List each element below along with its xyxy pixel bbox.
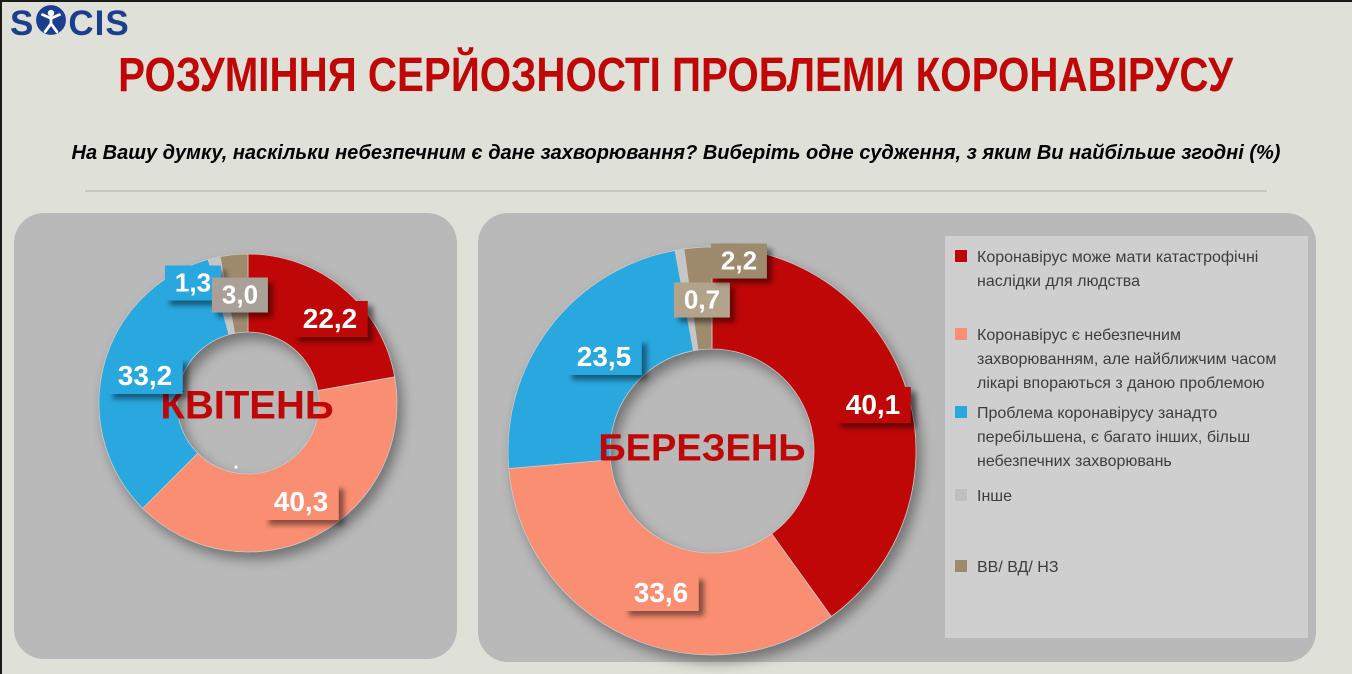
- panel-april: КВІТЕНЬ. 22,2 40,3 33,2 1,3 3,0: [14, 213, 457, 659]
- legend-marker-blue: [955, 406, 967, 418]
- survey-question: На Вашу думку, наскільки небезпечним є д…: [71, 142, 1281, 164]
- legend-label: Коронавірус може мати катастрофічні насл…: [977, 249, 1259, 290]
- screenshot-top-edge: [0, 0, 1352, 2]
- legend-marker-brown: [955, 560, 967, 572]
- legend-label: Інше: [977, 488, 1013, 505]
- stray-dot: .: [233, 452, 239, 473]
- logo-text-cis: CIS: [68, 3, 130, 43]
- socis-logo: S CIS: [10, 4, 130, 43]
- donut-center-month-label: КВІТЕНЬ: [160, 383, 334, 428]
- data-label-40,1: 40,1: [835, 387, 911, 423]
- legend-marker-gray: [955, 489, 967, 501]
- legend-marker-dark-red: [955, 250, 967, 262]
- data-label-0,7: 0,7: [673, 282, 731, 318]
- legend-item-exaggerated: Проблема коронавірусу занадто перебільше…: [955, 402, 1295, 474]
- page-title: РОЗУМІННЯ СЕРЙОЗНОСТІ ПРОБЛЕМИ КОРОНАВІР…: [118, 49, 1234, 102]
- legend-item-other: Інше: [955, 485, 1295, 509]
- data-label-3,0: 3,0: [211, 277, 269, 313]
- legend-item-catastrophic: Коронавірус може мати катастрофічні насл…: [955, 246, 1295, 294]
- legend-label: ВВ/ ВД/ НЗ: [977, 559, 1059, 576]
- legend-label: Проблема коронавірусу занадто перебільше…: [977, 405, 1251, 470]
- panel-march: Коронавірус може мати катастрофічні насл…: [478, 213, 1316, 662]
- donut-center-month-label: БЕРЕЗЕНЬ: [598, 427, 806, 470]
- data-label-22,2: 22,2: [292, 301, 368, 337]
- data-label-1,3: 1,3: [164, 265, 222, 301]
- screenshot-left-edge: [0, 0, 2, 674]
- legend-marker-salmon: [955, 328, 967, 340]
- data-label-40,3: 40,3: [263, 484, 339, 520]
- logo-text-s: S: [10, 3, 35, 43]
- data-label-33,6: 33,6: [623, 575, 699, 611]
- legend-label: Коронавірус є небезпечним захворюванням,…: [977, 327, 1277, 392]
- data-label-23,5: 23,5: [566, 339, 642, 375]
- legend-item-no-answer: ВВ/ ВД/ НЗ: [955, 556, 1295, 580]
- donut-slice-0: [711, 246, 917, 618]
- data-label-33,2: 33,2: [107, 358, 183, 394]
- data-label-2,2: 2,2: [710, 243, 768, 279]
- globe-person-icon: [35, 4, 67, 43]
- header-divider: [85, 190, 1267, 192]
- chart-legend: Коронавірус може мати катастрофічні насл…: [945, 236, 1308, 638]
- legend-item-dangerous-but-doctors-cope: Коронавірус є небезпечним захворюванням,…: [955, 324, 1295, 396]
- donut-slice-1: [508, 459, 832, 656]
